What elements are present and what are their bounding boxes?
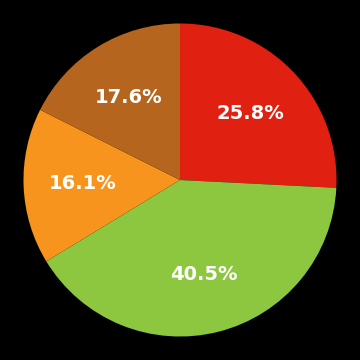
Text: 40.5%: 40.5% bbox=[170, 265, 238, 284]
Text: 16.1%: 16.1% bbox=[49, 175, 117, 193]
Wedge shape bbox=[23, 110, 180, 261]
Text: 25.8%: 25.8% bbox=[216, 104, 284, 123]
Wedge shape bbox=[180, 23, 337, 188]
Wedge shape bbox=[46, 180, 336, 337]
Wedge shape bbox=[40, 23, 180, 180]
Text: 17.6%: 17.6% bbox=[95, 88, 163, 107]
